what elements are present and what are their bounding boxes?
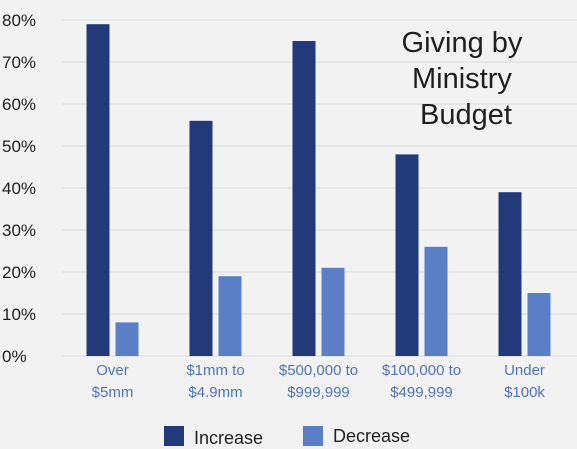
bar-decrease (219, 276, 242, 356)
x-category-label: $100k (504, 384, 545, 401)
x-category-label: $500,000 to (279, 362, 358, 379)
legend-label-increase: Increase (194, 428, 263, 448)
x-category-label: $999,999 (287, 384, 350, 401)
bar-decrease (425, 247, 448, 356)
y-tick-label: 70% (2, 53, 36, 72)
legend-swatch-decrease (303, 426, 323, 446)
x-category-label: Over (96, 362, 129, 379)
y-tick-label: 40% (2, 179, 36, 198)
y-tick-label: 30% (2, 221, 36, 240)
chart-title-line: Giving by (402, 27, 523, 59)
y-tick-label: 10% (2, 305, 36, 324)
x-axis-labels: Over $5mm $1mm to $4.9mm $500,000 to $999,999… (92, 362, 546, 401)
y-tick-label: 60% (2, 95, 36, 114)
y-tick-label: 20% (2, 263, 36, 282)
legend-label-decrease: Decrease (333, 426, 410, 446)
bar-increase (293, 41, 316, 356)
legend-swatch-increase (164, 426, 184, 446)
x-category-label: $100,000 to (382, 362, 461, 379)
y-tick-label: 50% (2, 137, 36, 156)
x-category-label: $5mm (92, 384, 134, 401)
bar-increase (87, 24, 110, 356)
x-category-label: $1mm to (186, 362, 244, 379)
bar-decrease (528, 293, 551, 356)
y-tick-label: 80% (2, 11, 36, 30)
bar-decrease (322, 268, 345, 356)
x-category-label: $4.9mm (188, 384, 242, 401)
chart-title-line: Ministry (412, 63, 512, 95)
chart-title-line: Budget (420, 99, 512, 131)
x-category-label: Under (504, 362, 545, 379)
y-tick-label: 0% (2, 347, 27, 366)
bar-increase (190, 121, 213, 356)
bar-increase (499, 192, 522, 356)
bar-increase (396, 154, 419, 356)
y-axis-ticks: 0% 10% 20% 30% 40% 50% 60% 70% 80% (2, 11, 36, 366)
x-category-label: $499,999 (390, 384, 453, 401)
chart-title: Giving by Ministry Budget (402, 27, 531, 131)
bar-decrease (116, 322, 139, 356)
legend: Increase Decrease (164, 426, 410, 448)
